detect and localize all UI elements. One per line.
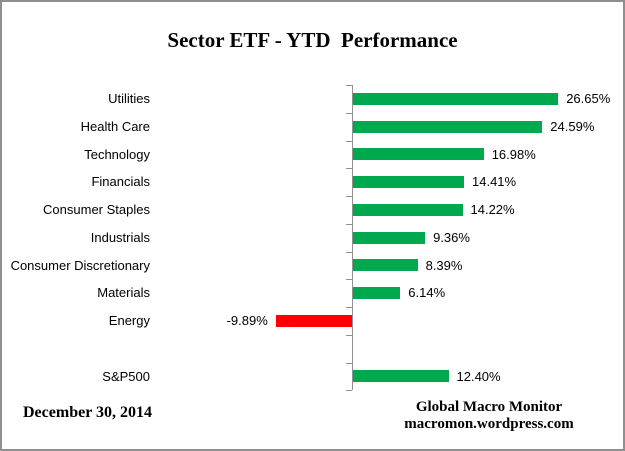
attribution: Global Macro Monitor macromon.wordpress.… — [372, 399, 606, 433]
axis-tick — [346, 168, 352, 170]
value-label-industrials: 9.36% — [433, 229, 470, 245]
axis-tick — [346, 112, 352, 114]
attribution-source: Global Macro Monitor — [415, 399, 563, 415]
category-label-consumer-discretionary: Consumer Discretionary — [10, 257, 150, 273]
bar-s-p500 — [353, 370, 449, 383]
bar-industrials — [353, 231, 426, 244]
value-label-consumer-discretionary: 8.39% — [425, 257, 463, 273]
axis-tick — [346, 223, 352, 225]
value-label-energy: -9.89% — [226, 313, 268, 328]
value-label-consumer-staples: 14.22% — [470, 202, 515, 217]
axis-tick — [346, 390, 352, 392]
category-label-industrials: Industrials — [90, 229, 150, 245]
value-label-materials: 6.14% — [408, 285, 446, 301]
category-label-financials: Financials — [91, 174, 150, 190]
bar-financials — [353, 176, 464, 189]
attribution-url: macromon.wordpress.com — [404, 416, 574, 432]
category-label-energy: Energy — [108, 313, 150, 328]
value-label-technology: 16.98% — [491, 146, 536, 162]
category-label-materials: Materials — [97, 285, 150, 301]
y-axis-line — [352, 85, 353, 391]
bar-energy — [275, 314, 352, 327]
bar-consumer-discretionary — [353, 259, 418, 272]
axis-tick — [346, 196, 352, 197]
bar-health-care — [353, 120, 543, 133]
category-label-utilities: Utilities — [108, 91, 150, 106]
category-label-technology: Technology — [84, 146, 150, 162]
value-label-utilities: 26.65% — [566, 91, 611, 106]
axis-tick — [346, 334, 352, 336]
category-label-consumer-staples: Consumer Staples — [43, 202, 150, 217]
axis-tick — [346, 307, 352, 308]
chart-title: Sector ETF - YTD Performance — [167, 28, 458, 52]
bar-consumer-staples — [353, 203, 463, 216]
bar-materials — [353, 287, 401, 300]
axis-tick — [346, 362, 352, 364]
axis-tick — [346, 140, 352, 142]
axis-tick — [346, 251, 352, 253]
value-label-s-p500: 12.40% — [456, 368, 501, 384]
axis-tick — [346, 279, 352, 281]
category-label-health-care: Health Care — [80, 118, 150, 134]
date-label: December 30, 2014 — [23, 404, 152, 421]
value-label-health-care: 24.59% — [550, 118, 595, 134]
category-label-s-p500: S&P500 — [102, 368, 150, 384]
value-label-financials: 14.41% — [472, 174, 517, 190]
bar-utilities — [353, 92, 559, 105]
axis-tick — [346, 85, 352, 86]
bar-technology — [353, 148, 484, 161]
